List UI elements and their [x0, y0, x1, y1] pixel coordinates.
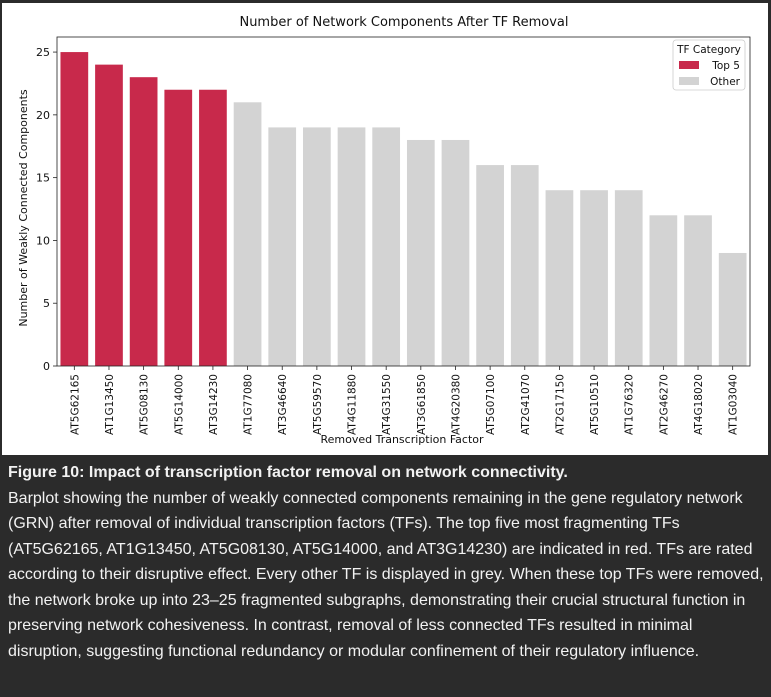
bar-at5g08130 [129, 77, 158, 367]
x-tick-label: AT5G10510 [589, 374, 601, 435]
y-tick-label: 10 [36, 234, 50, 247]
legend: TF Category Top 5 Other [672, 39, 746, 91]
chart-title: Number of Network Components After TF Re… [239, 15, 568, 30]
y-tick-label: 0 [43, 360, 50, 373]
plot-area: AT5G62165 AT1G13450 AT5G08130 AT5G14000 AT3G… [36, 36, 751, 435]
x-tick-label: AT4G31550 [381, 374, 393, 435]
bar-chart: Number of Network Components After TF Re… [17, 15, 751, 446]
caption-title: Figure 10: Impact of transcription facto… [8, 464, 568, 481]
x-tick-label: AT2G41070 [520, 374, 532, 435]
bar-at2g46270 [649, 215, 678, 366]
chart-figure: Number of Network Components After TF Re… [2, 3, 768, 455]
legend-label-other: Other [710, 76, 740, 88]
y-tick-label: 20 [36, 109, 50, 122]
legend-label-top-5: Top 5 [711, 60, 740, 72]
x-tick-label: AT3G46640 [277, 374, 289, 435]
bar-at4g20380 [441, 139, 470, 366]
x-tick-label: AT5G08130 [139, 374, 151, 435]
figure-caption: Figure 10: Impact of transcription facto… [8, 460, 766, 664]
y-axis-label: Number of Weakly Connected Components [17, 89, 30, 327]
x-tick-label: AT3G61850 [416, 374, 428, 435]
y-tick-label: 25 [36, 46, 50, 59]
bar-at1g77080 [233, 102, 262, 367]
y-tick-label: 15 [36, 172, 50, 185]
bar-at5g59570 [303, 127, 331, 366]
bar-at5g10510 [580, 190, 608, 366]
bar-at1g03040 [718, 252, 747, 366]
x-axis-label: Removed Transcription Factor [320, 433, 484, 446]
bar-at4g11880 [337, 127, 366, 366]
bar-at4g18020 [684, 215, 712, 366]
bar-at5g62165 [60, 52, 89, 366]
x-tick-label: AT5G59570 [312, 374, 324, 435]
legend-title: TF Category [676, 44, 741, 56]
x-tick-label: AT5G62165 [69, 374, 81, 435]
bar-at2g17150 [545, 190, 574, 366]
x-tick-label: AT3G14230 [208, 374, 220, 435]
bar-at4g31550 [372, 127, 401, 366]
bar-at5g07100 [476, 165, 504, 366]
bar-at1g13450 [95, 64, 123, 366]
bar-at1g76320 [614, 190, 643, 366]
x-tick-label: AT1G03040 [728, 374, 740, 435]
x-tick-label: AT5G07100 [485, 374, 497, 435]
legend-swatch-other [679, 77, 699, 85]
x-tick-label: AT2G46270 [658, 374, 670, 435]
x-tick-label: AT4G18020 [693, 374, 705, 435]
x-tick-label: AT1G13450 [104, 374, 116, 435]
x-tick-label: AT4G11880 [347, 374, 359, 435]
bar-at2g41070 [510, 165, 539, 366]
plot-frame [56, 36, 751, 367]
x-tick-label: AT2G17150 [554, 374, 566, 435]
x-tick-label: AT1G76320 [624, 374, 636, 435]
bar-at3g61850 [406, 139, 435, 366]
caption-body: Barplot showing the number of weakly con… [8, 489, 764, 660]
y-tick-label: 5 [43, 297, 50, 310]
bar-at3g46640 [268, 127, 297, 366]
x-tick-label: AT4G20380 [450, 374, 462, 435]
bar-at5g14000 [164, 89, 193, 367]
x-tick-label: AT5G14000 [173, 374, 185, 435]
x-tick-label: AT1G77080 [243, 374, 255, 435]
legend-swatch-top-5 [679, 61, 699, 69]
bar-at3g14230 [199, 89, 227, 367]
